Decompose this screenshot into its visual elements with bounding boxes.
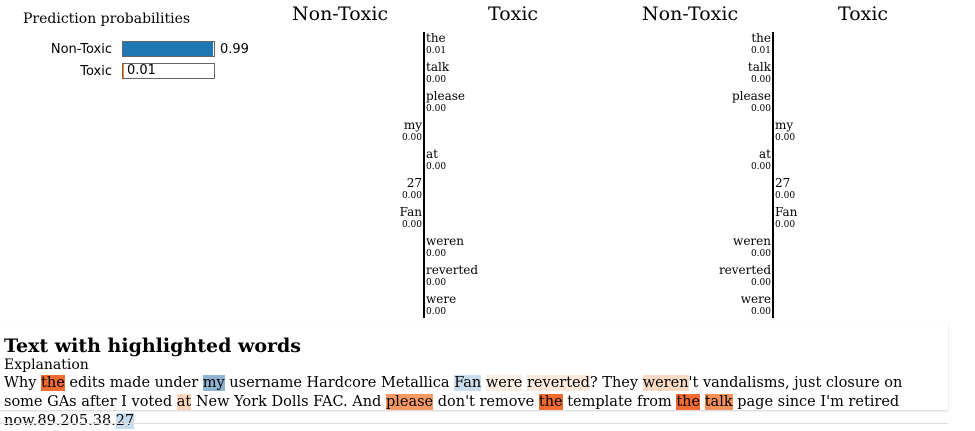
highlighted-word: Fan bbox=[454, 375, 482, 391]
class-label-left: Non-Toxic bbox=[642, 3, 739, 25]
feature-word: reverted bbox=[426, 263, 479, 277]
highlighted-word: reverted bbox=[526, 375, 590, 391]
feature-value: 0.00 bbox=[775, 191, 796, 201]
highlighted-word: 27 bbox=[115, 413, 135, 429]
feature-word: the bbox=[426, 31, 446, 45]
axis-line bbox=[772, 32, 774, 318]
feature-value: 0.00 bbox=[426, 75, 447, 85]
feature-word: please bbox=[731, 89, 771, 103]
highlighted-word: the bbox=[538, 394, 563, 410]
text-segment: ? They bbox=[589, 375, 643, 391]
feature-word: my bbox=[403, 118, 422, 132]
feature-word: weren bbox=[733, 234, 771, 248]
feature-word: my bbox=[775, 118, 794, 132]
feature-value: 0.00 bbox=[750, 162, 771, 172]
prediction-label: Toxic bbox=[80, 64, 112, 79]
class-label-left: Non-Toxic bbox=[292, 3, 389, 25]
feature-word: please bbox=[426, 89, 466, 103]
feature-value: 0.00 bbox=[426, 249, 447, 259]
feature-value: 0.00 bbox=[775, 220, 796, 230]
prediction-value: 0.99 bbox=[220, 42, 249, 57]
section-title: Text with highlighted words bbox=[4, 335, 301, 357]
feature-value: 0.00 bbox=[401, 191, 422, 201]
feature-value: 0.00 bbox=[426, 162, 447, 172]
feature-word: were bbox=[426, 292, 457, 306]
text-segment: edits made under bbox=[64, 375, 203, 391]
highlighted-word: were bbox=[485, 375, 523, 391]
feature-word: Fan bbox=[399, 205, 422, 219]
feature-value: 0.00 bbox=[750, 104, 771, 114]
feature-value: 0.00 bbox=[750, 278, 771, 288]
text-segment: username Hardcore Metallica bbox=[224, 375, 455, 391]
text-segment: template from bbox=[562, 394, 677, 410]
prediction-bar-frame: 0.01 bbox=[122, 63, 215, 79]
prediction-probabilities: Prediction probabilities Non-Toxic 0.99 … bbox=[0, 0, 260, 100]
highlighted-word: the bbox=[41, 375, 65, 391]
feature-value: 0.00 bbox=[750, 249, 771, 259]
prediction-label: Non-Toxic bbox=[50, 42, 112, 57]
prediction-row-toxic: Toxic 0.01 bbox=[0, 63, 260, 83]
divider bbox=[0, 423, 948, 424]
text-segment: page since I'm retired now.89.205.38. bbox=[4, 394, 900, 429]
feature-value: 0.00 bbox=[750, 307, 771, 317]
feature-word: at bbox=[426, 147, 438, 161]
prediction-row-non-toxic: Non-Toxic 0.99 bbox=[0, 41, 260, 61]
feature-value: 0.00 bbox=[426, 278, 447, 288]
feature-word: 27 bbox=[406, 176, 422, 190]
highlighted-word: talk bbox=[704, 394, 733, 410]
prediction-title: Prediction probabilities bbox=[23, 11, 191, 27]
feature-word: the bbox=[751, 31, 771, 45]
feature-value: 0.00 bbox=[401, 220, 422, 230]
class-label-right: Toxic bbox=[838, 3, 889, 25]
feature-word: Fan bbox=[775, 205, 798, 219]
highlighted-word: at bbox=[176, 394, 192, 410]
highlighted-text-section: Text with highlighted words Explanation … bbox=[0, 322, 948, 429]
feature-word: talk bbox=[747, 60, 771, 74]
text-segment: don't remove bbox=[433, 394, 539, 410]
feature-value: 0.00 bbox=[426, 104, 447, 114]
feature-word: 27 bbox=[775, 176, 791, 190]
axis-line bbox=[423, 32, 425, 318]
feature-value: 0.00 bbox=[750, 75, 771, 85]
feature-word: talk bbox=[426, 60, 450, 74]
feature-word: at bbox=[759, 147, 771, 161]
feature-word: were bbox=[740, 292, 771, 306]
explanation-text: Why the edits made under my username Har… bbox=[4, 374, 944, 431]
feature-word: reverted bbox=[718, 263, 771, 277]
class-label-right: Toxic bbox=[488, 3, 539, 25]
highlighted-word: the bbox=[676, 394, 701, 410]
explanation-panel-2: Non-Toxic Toxic the 0.01 talk 0.00 please 0.0… bbox=[600, 0, 950, 325]
explanation-label: Explanation bbox=[4, 357, 89, 373]
text-segment: New York Dolls FAC. And bbox=[191, 394, 386, 410]
prediction-bar-frame bbox=[122, 41, 215, 57]
highlighted-word: my bbox=[202, 375, 225, 391]
text-segment: 't vandalisms, just closure on some GAs … bbox=[4, 375, 903, 410]
feature-value: 0.00 bbox=[775, 133, 796, 143]
feature-value: 0.00 bbox=[426, 307, 447, 317]
feature-value: 0.01 bbox=[426, 46, 447, 56]
feature-word: weren bbox=[426, 234, 464, 248]
explanation-panel-1: Non-Toxic Toxic the 0.01 talk 0.00 please 0.0… bbox=[250, 0, 600, 325]
feature-value: 0.00 bbox=[401, 133, 422, 143]
prediction-value: 0.01 bbox=[127, 63, 156, 78]
highlighted-word: please bbox=[385, 394, 434, 410]
prediction-bar bbox=[123, 64, 124, 78]
prediction-bar bbox=[123, 42, 214, 56]
feature-value: 0.01 bbox=[750, 46, 771, 56]
highlighted-word: weren bbox=[642, 375, 689, 391]
text-segment: Why bbox=[4, 375, 42, 391]
